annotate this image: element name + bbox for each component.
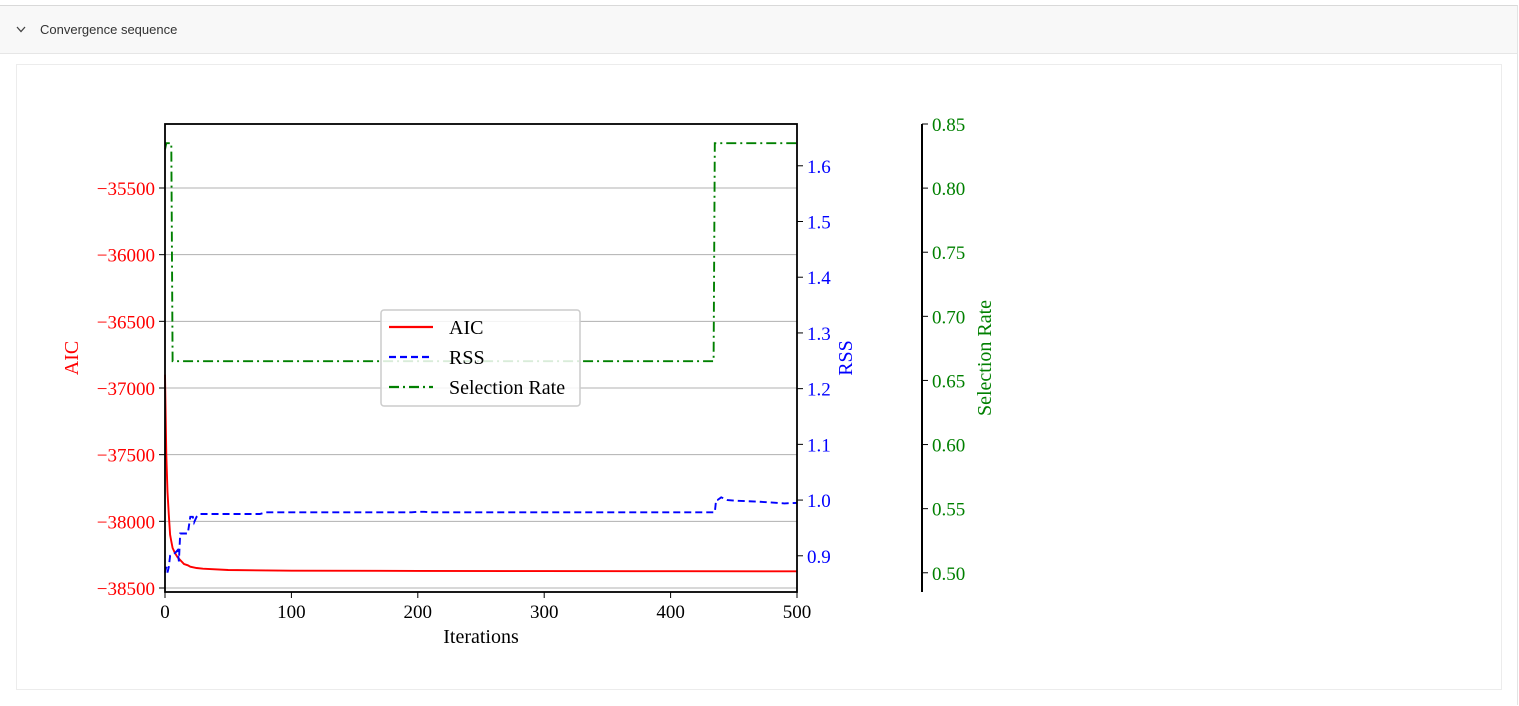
rss-tick-label: 1.4 — [807, 268, 831, 289]
selection-rate-tick-label: 0.80 — [932, 179, 965, 200]
legend-label-selection_rate: Selection Rate — [449, 377, 565, 399]
rss-tick-label: 0.9 — [807, 547, 831, 568]
legend-label-rss: RSS — [449, 347, 485, 369]
selection-rate-tick-label: 0.85 — [932, 115, 965, 136]
selection-rate-tick-label: 0.50 — [932, 564, 965, 585]
aic-tick-label: −36000 — [97, 246, 155, 267]
series-line-selection_rate — [164, 142, 797, 363]
rss-tick-label: 1.0 — [807, 491, 831, 512]
plot-area-border — [164, 123, 798, 593]
x-tick-label: 500 — [783, 602, 812, 623]
legend-label-aic: AIC — [449, 317, 483, 339]
rss-tick-label: 1.5 — [807, 213, 831, 234]
x-tick-label: 300 — [530, 602, 559, 623]
x-tick-label: 0 — [160, 602, 170, 623]
aic-axis-label: AIC — [61, 341, 83, 375]
rss-axis-label: RSS — [835, 340, 857, 376]
x-axis-label: Iterations — [443, 626, 519, 648]
selection-rate-tick-label: 0.65 — [932, 371, 965, 392]
aic-tick-label: −38500 — [97, 579, 155, 600]
chevron-down-icon[interactable] — [15, 24, 27, 36]
aic-tick-label: −37500 — [97, 446, 155, 467]
series-line-aic — [164, 374, 798, 573]
selection-rate-tick-label: 0.70 — [932, 307, 965, 328]
rss-tick-label: 1.6 — [807, 157, 831, 178]
rss-tick-label: 1.3 — [807, 324, 831, 345]
selection-rate-tick-label: 0.75 — [932, 243, 965, 264]
selection-rate-tick-label: 0.60 — [932, 436, 965, 457]
panel-title: Convergence sequence — [40, 22, 178, 37]
x-tick-label: 100 — [277, 602, 306, 623]
rss-tick-label: 1.2 — [807, 380, 831, 401]
rss-tick-label: 1.1 — [807, 435, 831, 456]
series-line-rss — [164, 496, 798, 573]
x-tick-label: 400 — [656, 602, 685, 623]
plot-frame — [16, 64, 1502, 690]
legend-box — [380, 309, 581, 407]
aic-tick-label: −36500 — [97, 312, 155, 333]
aic-tick-label: −35500 — [97, 179, 155, 200]
aic-tick-label: −37000 — [97, 379, 155, 400]
x-tick-label: 200 — [404, 602, 433, 623]
aic-tick-label: −38000 — [97, 512, 155, 533]
panel-header-toggle[interactable]: Convergence sequence — [0, 6, 1517, 54]
selection-rate-tick-label: 0.55 — [932, 500, 965, 521]
selection-rate-axis-label: Selection Rate — [974, 300, 996, 416]
